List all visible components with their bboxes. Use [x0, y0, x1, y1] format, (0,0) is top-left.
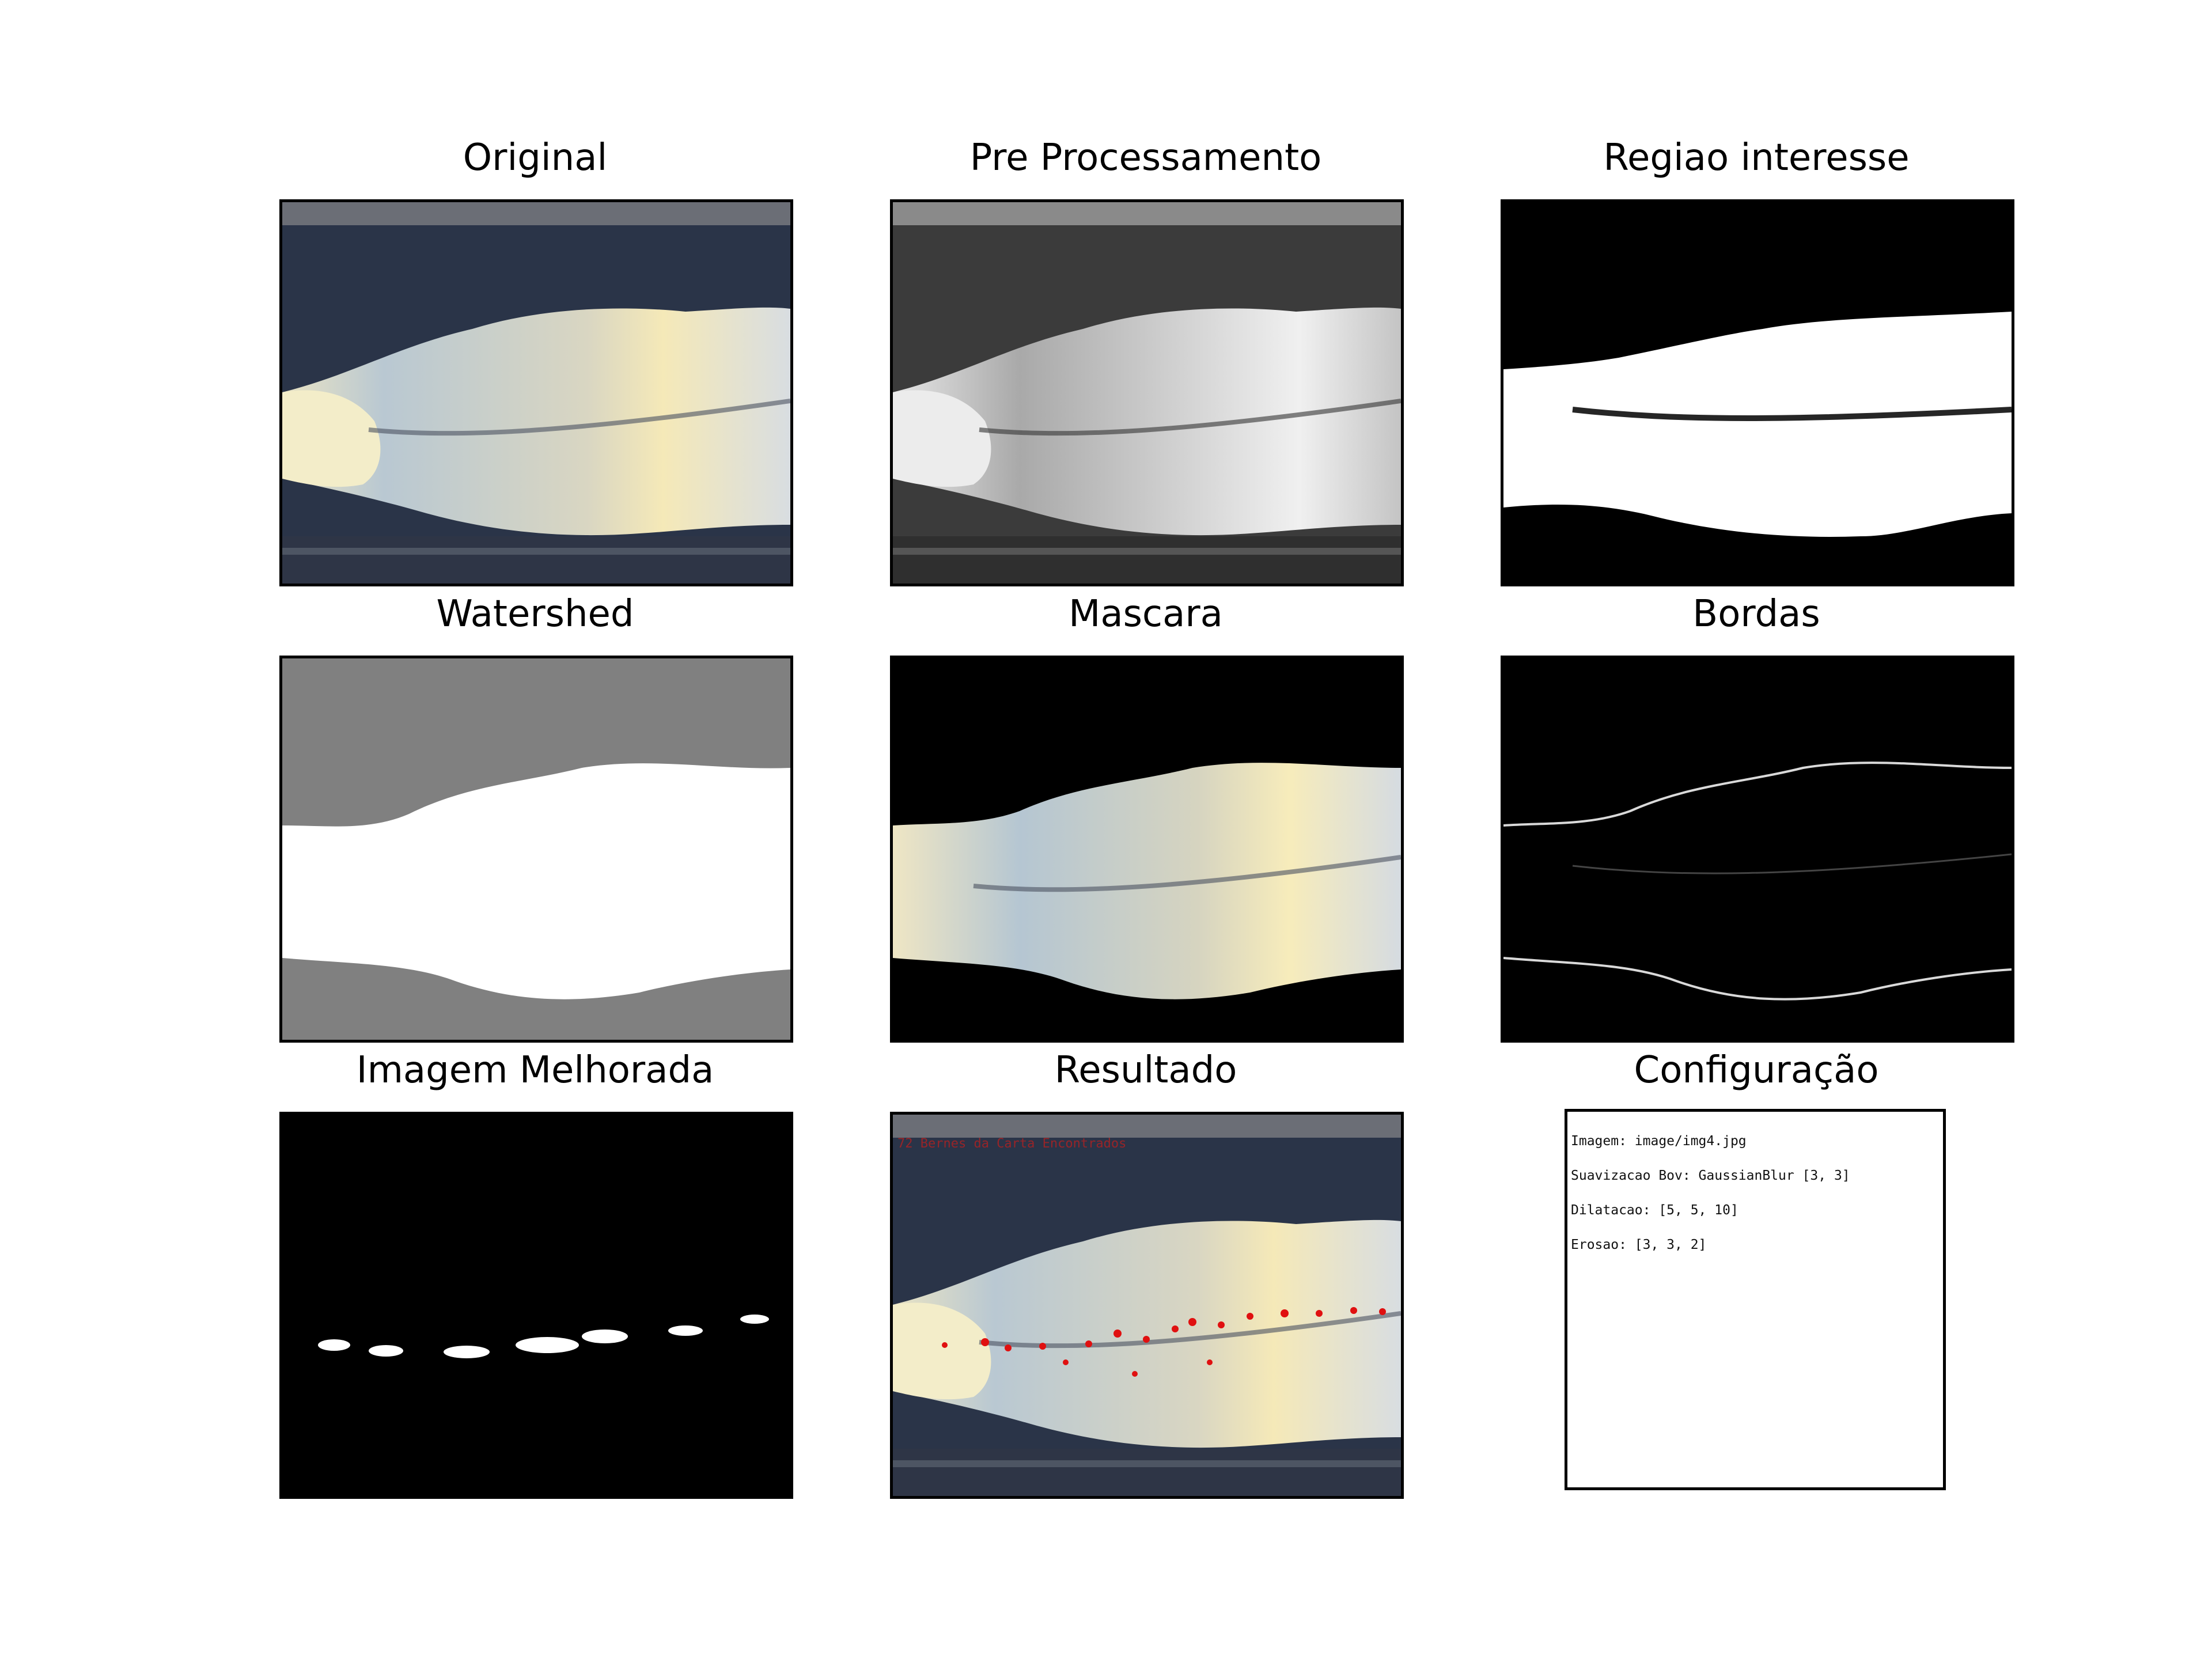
panel-watershed [279, 656, 793, 1043]
title-roi: Regiao interesse [1603, 137, 1910, 179]
result-marks [942, 1307, 1386, 1377]
title-result: Resultado [1054, 1049, 1237, 1092]
image-mask [893, 658, 1401, 1040]
panel-enhanced [279, 1112, 793, 1499]
panel-preprocess [890, 199, 1404, 586]
panel-result: 72 Bernes da Carta Encontrados [890, 1112, 1404, 1499]
image-preprocess [893, 202, 1401, 584]
config-line-smoothing: Suavizacao Bov: GaussianBlur [3, 3] [1571, 1168, 1850, 1183]
image-watershed [282, 658, 790, 1040]
image-enhanced [282, 1115, 790, 1496]
title-original: Original [463, 137, 608, 179]
title-config: Configuração [1634, 1049, 1879, 1092]
config-line-image: Imagem: image/img4.jpg [1571, 1134, 1747, 1149]
config-line-erosion: Erosao: [3, 3, 2] [1571, 1237, 1707, 1252]
enhanced-blobs [318, 1315, 769, 1358]
panel-mask [890, 656, 1404, 1043]
title-mask: Mascara [1069, 593, 1223, 635]
title-enhanced: Imagem Melhorada [356, 1049, 714, 1092]
title-watershed: Watershed [436, 593, 634, 635]
panel-original [279, 199, 793, 586]
title-edges: Bordas [1692, 593, 1820, 635]
image-result [893, 1115, 1401, 1496]
config-line-dilation: Dilatacao: [5, 5, 10] [1571, 1203, 1738, 1218]
image-roi [1503, 202, 2012, 584]
result-overlay-text: 72 Bernes da Carta Encontrados [897, 1137, 1127, 1151]
panel-config: Imagem: image/img4.jpg Suavizacao Bov: G… [1565, 1109, 1946, 1490]
image-original [282, 202, 790, 584]
image-edges [1503, 658, 2012, 1040]
panel-roi [1501, 199, 2014, 586]
panel-edges [1501, 656, 2014, 1043]
title-preprocess: Pre Processamento [969, 137, 1322, 179]
